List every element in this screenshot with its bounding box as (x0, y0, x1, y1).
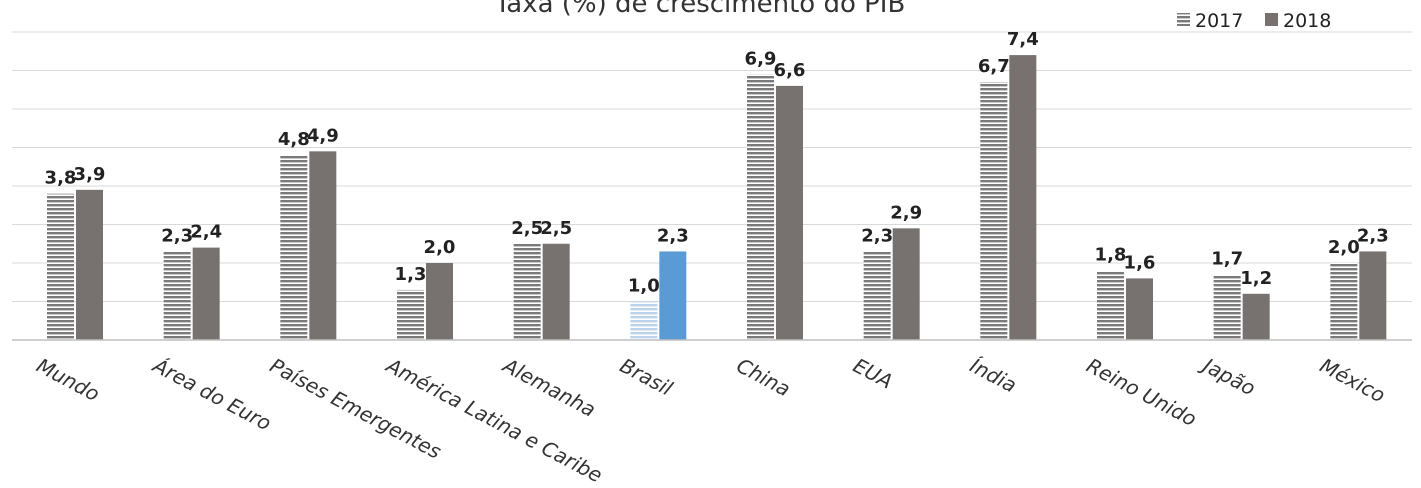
data-label-2017-12: 2,0 (1328, 237, 1360, 258)
data-label-2017-10: 1,8 (1095, 245, 1127, 266)
data-label-2018-8: 2,9 (890, 202, 922, 223)
chart-title: Taxa (%) de crescimento do PIB (494, 0, 906, 19)
data-label-2018-7: 6,6 (774, 60, 806, 81)
bar-2017-11 (1213, 274, 1241, 340)
category-label: América Latina e Caribe (381, 352, 606, 487)
bar-2018-10 (1126, 278, 1153, 340)
data-label-2017-1: 3,8 (45, 168, 77, 189)
bar-2018-11 (1242, 293, 1270, 340)
data-label-2018-10: 1,6 (1124, 252, 1156, 273)
data-label-2018-12: 2,3 (1357, 225, 1389, 246)
bar-2017-5 (513, 243, 541, 340)
category-label: Japão (1196, 351, 1260, 400)
category-label: Brasil (616, 353, 677, 401)
data-label-2018-1: 3,9 (74, 164, 106, 185)
bar-2018-4 (426, 263, 453, 340)
category-label: China (733, 353, 795, 401)
category-label: Reino Unido (1083, 353, 1201, 431)
bar-2018-6 (659, 251, 687, 340)
bar-2017-6 (630, 301, 658, 340)
legend-swatch-2018 (1265, 13, 1278, 26)
category-label: México (1316, 353, 1389, 407)
bar-2017-8 (863, 251, 891, 340)
category-label: Índia (966, 353, 1021, 397)
data-label-2017-6: 1,0 (628, 276, 660, 297)
bar-2018-12 (1359, 251, 1387, 340)
bar-2018-7 (776, 85, 803, 341)
category-label: Mundo (33, 353, 104, 406)
bar-2018-8 (892, 228, 920, 340)
data-label-2017-9: 6,7 (978, 56, 1010, 77)
data-label-2017-8: 2,3 (861, 225, 893, 246)
bar-2017-1 (47, 193, 74, 340)
data-label-2017-3: 4,8 (278, 129, 310, 150)
legend: 2017 2018 (1177, 10, 1331, 32)
legend-label-2017: 2017 (1195, 10, 1243, 32)
data-label-2017-2: 2,3 (161, 225, 193, 246)
data-label-2018-6: 2,3 (657, 225, 689, 246)
data-label-2018-4: 2,0 (424, 237, 456, 258)
category-label: Área do Euro (148, 352, 276, 435)
bar-2017-2 (163, 251, 191, 340)
legend-swatch-2017 (1177, 13, 1190, 26)
data-labels: 3,83,92,32,44,84,91,32,02,52,51,02,36,96… (45, 29, 1389, 296)
data-label-2018-5: 2,5 (540, 218, 572, 239)
bar-2017-3 (280, 155, 308, 340)
gridlines (12, 31, 1412, 302)
data-label-2018-3: 4,9 (307, 125, 339, 146)
bar-2017-10 (1097, 270, 1124, 340)
bar-2018-5 (542, 243, 570, 340)
bar-2018-2 (192, 247, 220, 340)
bar-2017-7 (747, 74, 774, 340)
bar-2017-9 (980, 82, 1008, 341)
data-label-2018-9: 7,4 (1007, 29, 1039, 50)
data-label-2017-11: 1,7 (1211, 249, 1243, 270)
data-label-2018-11: 1,2 (1240, 268, 1272, 289)
bar-2017-12 (1330, 263, 1358, 340)
category-label: EUA (849, 353, 896, 393)
category-label: Alemanha (498, 352, 600, 421)
bar-2017-4 (397, 289, 424, 340)
data-label-2017-4: 1,3 (395, 264, 427, 285)
bar-2018-1 (76, 189, 103, 340)
data-label-2017-7: 6,9 (745, 48, 777, 69)
legend-label-2018: 2018 (1283, 10, 1331, 32)
bar-2018-9 (1009, 55, 1037, 340)
bars (47, 55, 1387, 341)
data-label-2017-5: 2,5 (511, 218, 543, 239)
data-label-2018-2: 2,4 (190, 222, 222, 243)
bar-2018-3 (309, 151, 337, 340)
